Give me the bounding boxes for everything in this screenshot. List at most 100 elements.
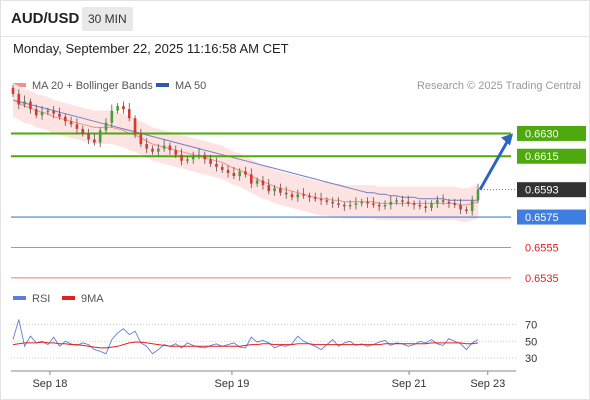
candle-body [203,154,207,160]
legend-ma20-label: MA 20 + Bollinger Bands [32,80,153,92]
candle-body [46,110,50,113]
candle [203,151,207,164]
candle [441,194,445,205]
candle-body [308,195,311,198]
candle [40,106,44,120]
candle [81,125,85,137]
candle [395,197,398,205]
candle-body [424,206,427,208]
level-label-0-bg [517,125,586,141]
candle-body [122,106,125,110]
candle-body [418,204,422,207]
level-label-1: 0.6615 [517,148,586,164]
candle-body [168,145,172,151]
candle-body [279,188,282,193]
candle-body [465,209,468,211]
current-price-label: 0.6593 [517,182,586,198]
candle [430,200,433,211]
candle [151,145,154,155]
candle-body [81,128,85,134]
candle [244,166,247,178]
rsi-series-1 [12,341,479,349]
level-label-1-bg [517,148,586,164]
candle [354,197,358,210]
candle-body [389,201,393,205]
candle-body [348,204,352,207]
timeframe-badge[interactable]: 30 MIN [82,7,133,31]
candle [348,200,352,210]
candle [232,166,236,180]
level-label-4-text: 0.6535 [525,273,559,285]
candle-body [453,203,457,205]
candle [465,206,468,214]
candle-body [174,150,178,155]
candle-body [296,194,300,198]
candle-body [197,154,201,157]
candle-body [290,194,294,198]
candle [284,186,288,199]
candle [308,192,311,202]
candle-body [401,200,404,202]
candle [436,195,439,208]
candle [191,151,195,164]
candle-body [87,133,90,140]
candle-body [250,174,253,184]
candle [290,191,294,201]
level-label-3-text: 0.6555 [525,242,559,254]
candle-body [255,180,259,184]
candle-body [284,192,288,195]
candle [424,200,427,213]
candle [238,168,241,181]
candle-body [110,110,114,123]
candle [267,179,271,195]
candle-body [436,200,439,204]
candle [313,192,317,202]
candle-body [133,118,137,134]
candle-body [395,200,398,202]
research-credit: Research © 2025 Trading Central [416,80,581,92]
9ma-swatch [62,296,75,301]
candle-body [337,203,340,205]
candle-body [360,201,364,204]
candle-body [215,163,218,167]
candle [226,165,230,178]
candle-body [267,185,271,192]
candle-body [459,204,462,210]
candle [139,128,143,148]
candle [162,139,166,152]
chart-datetime: Monday, September 22, 2025 11:16:58 AM C… [13,41,289,56]
time-axis: Sep 18 Sep 19 Sep 21 Sep 23 [11,370,516,390]
candle [220,163,224,173]
candle [197,148,201,160]
symbol-label: AUD/USD [11,10,80,27]
candle-body [476,189,480,201]
legend-9ma-label: 9MA [81,293,104,305]
rsi-tick-2: 30 [525,353,537,365]
candle-body [29,101,32,110]
candle-body [238,171,241,176]
candle [93,133,96,146]
level-label-4: 0.6535 [525,273,559,285]
candle-body [58,113,61,117]
candle-body [139,133,143,145]
candle [122,101,125,114]
candle [209,154,212,167]
candle-body [244,171,247,175]
candle [52,106,55,119]
candle [168,142,172,155]
candle-body [162,145,166,149]
candle-body [151,148,154,152]
price-layer: 0.6630 0.6615 0.6575 0.6555 0.6535 0.6593 [11,83,586,285]
candle [279,183,282,196]
candle [116,103,119,114]
candle [325,197,329,205]
candle-body [406,201,410,204]
candle-body [23,101,26,105]
ma20-swatch [13,83,26,88]
level-label-2-text: 0.6575 [525,212,559,224]
candle-body [69,121,73,125]
candle-body [366,201,369,204]
candle-body [354,203,358,205]
candle [104,118,108,134]
candle-body [52,110,55,114]
